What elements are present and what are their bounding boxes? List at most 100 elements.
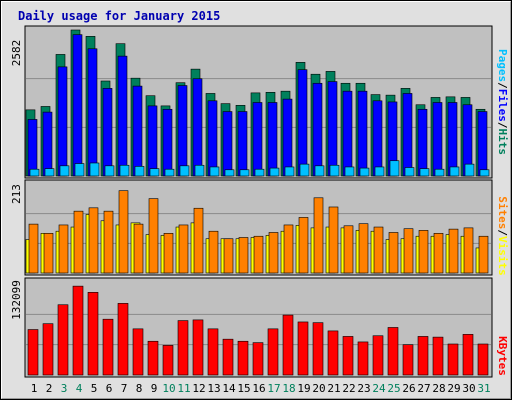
sites-bar — [283, 224, 294, 274]
kbytes-bar — [267, 328, 279, 376]
day-label: 10 — [162, 382, 175, 395]
hits-bars — [25, 29, 490, 177]
sites-bar — [178, 224, 189, 274]
kbytes-bar — [42, 323, 54, 376]
files-bar — [342, 90, 353, 177]
kbytes-bar — [417, 336, 429, 376]
day-label: 28 — [432, 382, 445, 395]
svg-text:Sites/Visits: Sites/Visits — [496, 196, 509, 276]
files-bar — [132, 85, 143, 177]
sites-bar — [388, 232, 399, 274]
sites-bar — [208, 230, 219, 274]
pages-bar — [179, 165, 190, 177]
day-label: 17 — [267, 382, 280, 395]
kbytes-bar — [297, 321, 309, 376]
kbytes-bar — [327, 330, 339, 376]
pages-bar — [269, 167, 280, 177]
legend-kbytes: KBytes — [496, 336, 509, 376]
kbytes-bar — [147, 340, 159, 376]
kbytes-bar — [72, 285, 84, 376]
day-label: 18 — [282, 382, 295, 395]
kbytes-bar — [117, 303, 129, 376]
panel-visits: 213 Sites/Visits — [10, 179, 509, 276]
pages-bar — [104, 165, 115, 177]
pages-bar — [314, 165, 325, 177]
legend-files: Files — [496, 89, 509, 122]
sites-bar — [373, 226, 384, 274]
kbytes-bar — [162, 345, 174, 376]
files-bar — [372, 100, 383, 177]
sites-bar — [148, 198, 159, 274]
files-bar — [432, 102, 443, 177]
sites-bar — [268, 232, 279, 274]
files-bar — [252, 102, 263, 177]
kbytes-bar — [477, 343, 489, 376]
files-bar — [447, 102, 458, 177]
files-bar — [117, 55, 128, 177]
kbytes-bar — [282, 314, 294, 376]
pages-bar — [419, 168, 430, 177]
pages-bar — [59, 165, 70, 177]
files-bar — [42, 111, 53, 177]
day-label: 15 — [237, 382, 250, 395]
day-label: 26 — [402, 382, 415, 395]
pages-bar — [239, 169, 250, 177]
kbytes-bar — [132, 328, 144, 376]
day-label: 22 — [342, 382, 355, 395]
pages-bar — [164, 168, 175, 177]
day-label: 31 — [477, 382, 490, 395]
files-bar — [477, 111, 488, 177]
kbytes-bar — [192, 319, 204, 376]
kbytes-bar — [237, 340, 249, 376]
pages-bar — [389, 160, 400, 177]
sites-bar — [28, 223, 39, 274]
kbytes-bar — [222, 338, 234, 376]
day-label: 12 — [192, 382, 205, 395]
files-bar — [282, 98, 293, 177]
legend-sites: Sites — [496, 196, 509, 229]
files-bar — [27, 119, 38, 177]
sites-bar — [328, 206, 339, 274]
day-label: 25 — [387, 382, 400, 395]
kbytes-bar — [387, 327, 399, 376]
pages-bar — [89, 162, 100, 177]
legend-visits: Visits — [496, 236, 509, 276]
kbytes-bar — [462, 334, 474, 376]
pages-bar — [479, 169, 490, 177]
hits-max-label: 2582 — [10, 40, 23, 67]
svg-text:Pages/Files/Hits: Pages/Files/Hits — [496, 49, 509, 155]
day-label: 19 — [297, 382, 310, 395]
files-bar — [312, 82, 323, 177]
chart-title: Daily usage for January 2015 — [18, 9, 220, 23]
kbytes-bar — [372, 335, 384, 376]
panel-hits: 2582 Pages/Files/Hits — [10, 25, 509, 179]
legend-hits: Hits — [496, 129, 509, 156]
legend-slash: / — [496, 122, 509, 129]
kbytes-bar — [102, 318, 114, 376]
kbytes-bar — [432, 336, 444, 376]
sites-bar — [358, 223, 369, 274]
files-bar — [192, 78, 203, 177]
sites-bar — [448, 228, 459, 274]
day-label: 29 — [447, 382, 460, 395]
pages-bar — [284, 166, 295, 177]
pages-bar — [344, 166, 355, 177]
sites-bar — [433, 233, 444, 274]
day-label: 14 — [222, 382, 236, 395]
sites-bar — [193, 207, 204, 274]
files-bar — [72, 34, 83, 177]
sites-bar — [43, 233, 54, 274]
kbytes-bar — [357, 341, 369, 376]
pages-bar — [359, 167, 370, 177]
day-label: 16 — [252, 382, 265, 395]
day-label: 6 — [106, 382, 113, 395]
files-bar — [162, 108, 173, 177]
sites-bar — [238, 237, 249, 274]
sites-bar — [103, 210, 114, 274]
sites-bar — [478, 235, 489, 274]
sites-bar — [58, 224, 69, 274]
pages-bar — [464, 163, 475, 177]
files-bar — [402, 93, 413, 177]
files-bar — [147, 105, 158, 177]
